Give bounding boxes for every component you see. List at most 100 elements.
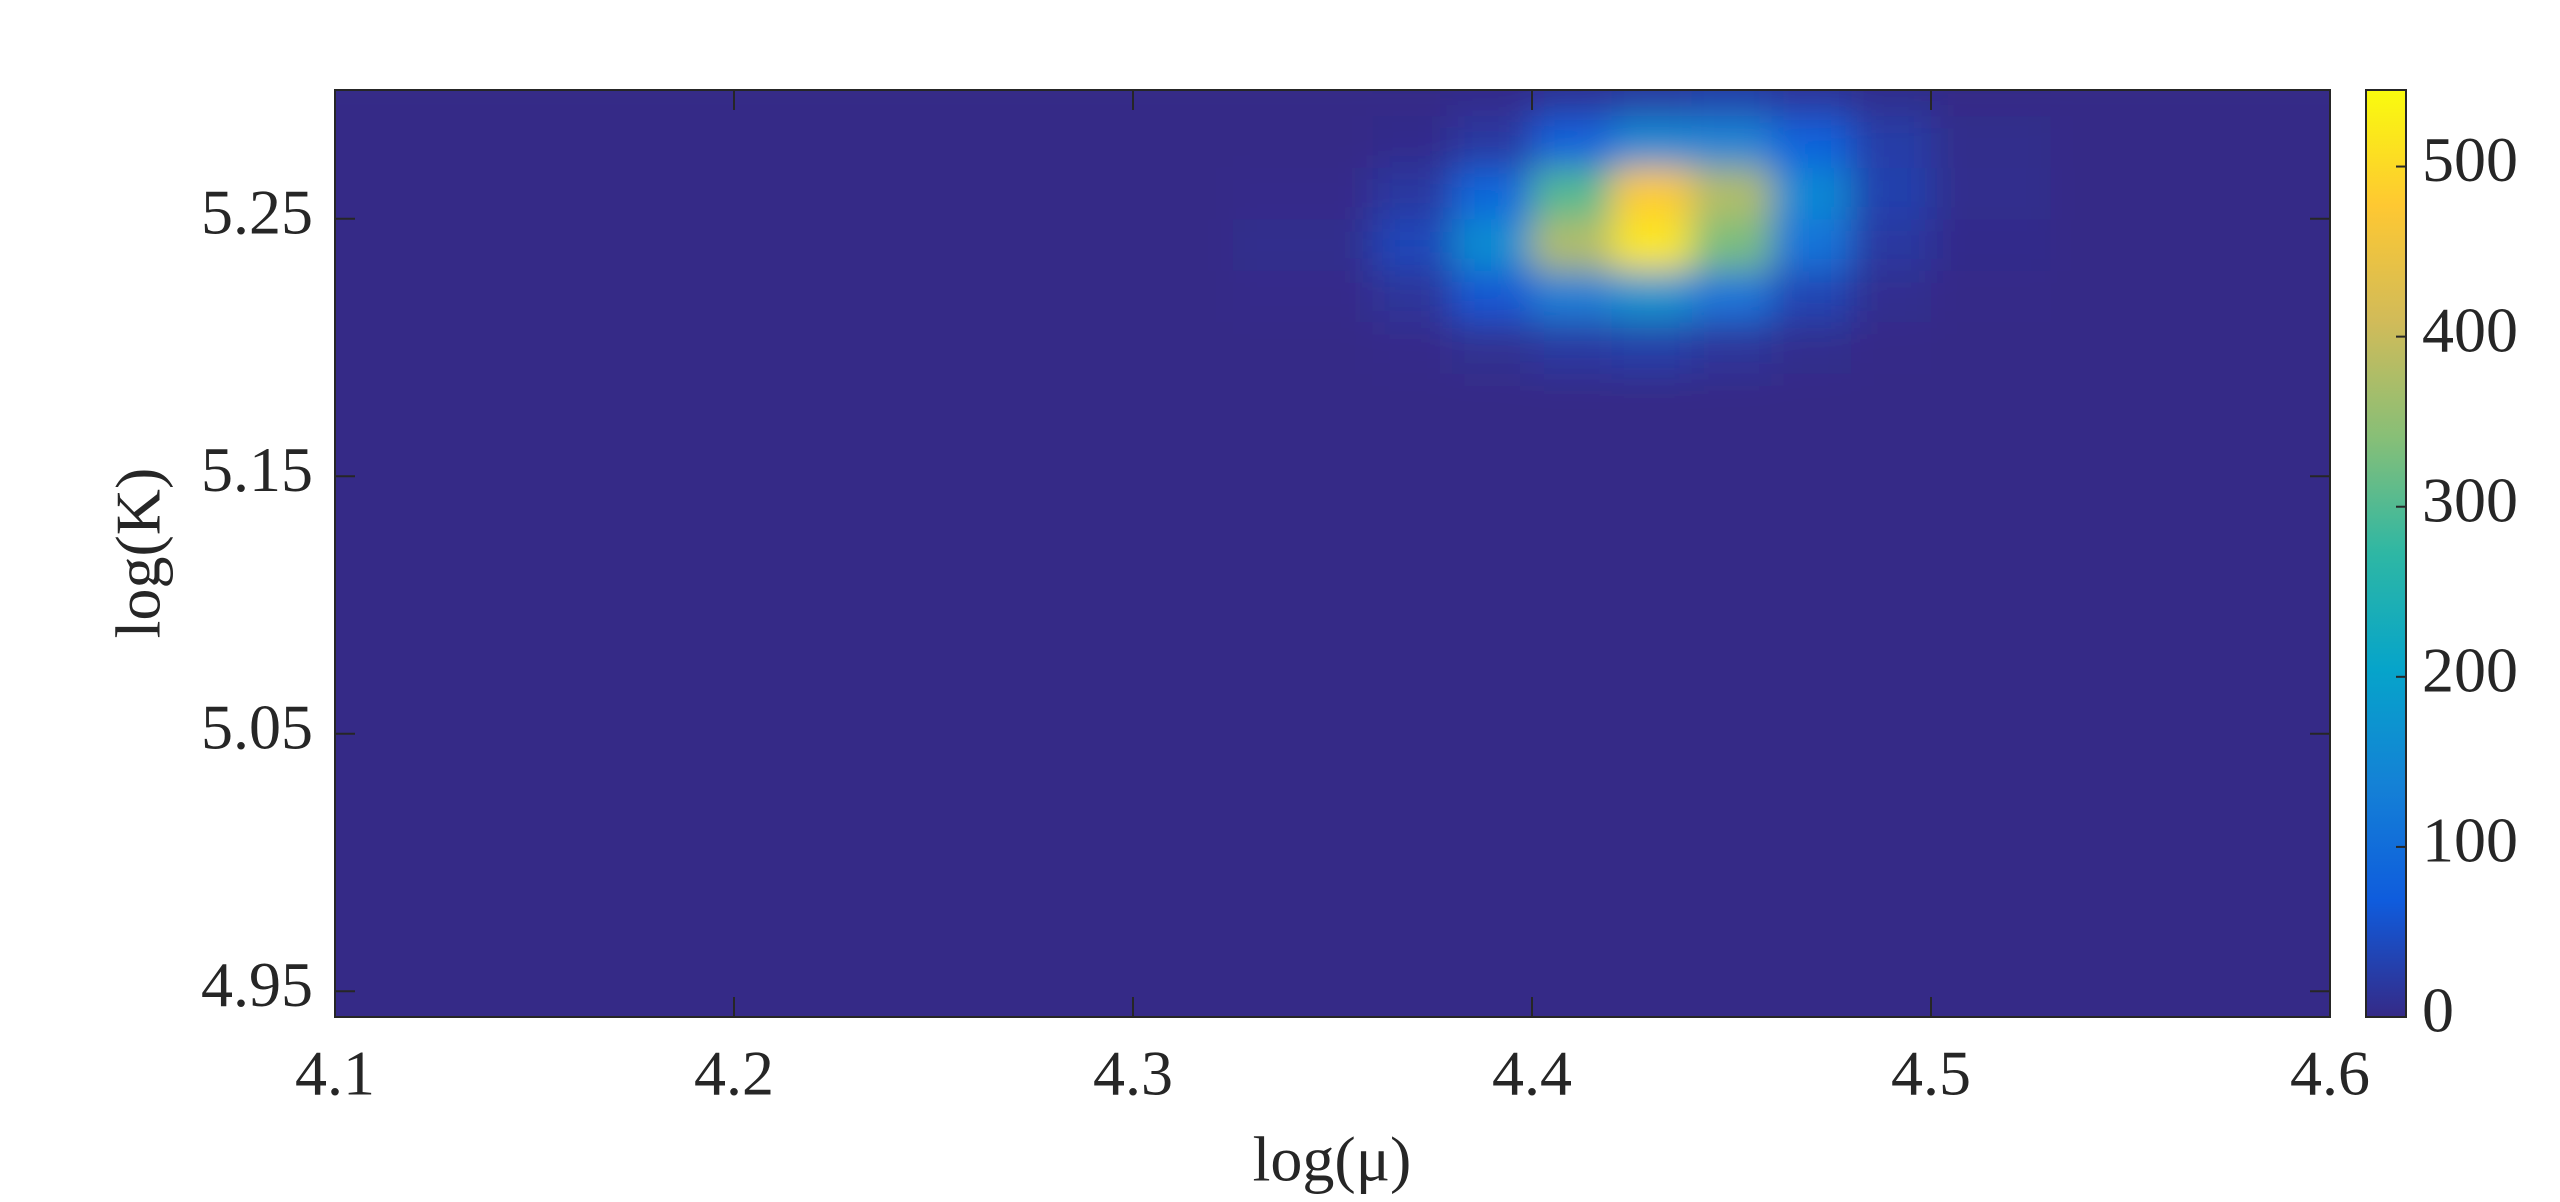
density-cell	[1691, 811, 1772, 1017]
colorbar-tick-label: 300	[2422, 464, 2518, 535]
density-cell	[1232, 502, 1373, 812]
density-cell	[1771, 321, 1852, 374]
density-cell	[1691, 167, 1772, 220]
density-cell	[1851, 167, 1932, 220]
density-cell	[1931, 811, 2052, 1017]
x-tick-label: 4.1	[295, 1038, 375, 1109]
density-cell	[1452, 502, 1533, 812]
density-cell	[1452, 115, 1533, 168]
density-cell	[1771, 90, 1852, 117]
density-cell	[1452, 90, 1533, 117]
axes-box	[334, 89, 2331, 1018]
density-cell	[734, 270, 1234, 323]
density-cell	[1232, 90, 1373, 117]
density-cell	[1771, 167, 1852, 220]
density-cell	[1532, 502, 1613, 812]
density-cell	[1851, 811, 1932, 1017]
density-cell	[335, 115, 735, 168]
density-cell	[1372, 115, 1453, 168]
density-cell	[1931, 321, 2052, 374]
x-tick-label: 4.3	[1093, 1038, 1173, 1109]
density-cell	[335, 373, 735, 503]
density-cell	[1691, 90, 1772, 117]
density-cell	[734, 167, 1234, 220]
density-cell	[1452, 270, 1533, 323]
density-cell	[2050, 811, 2231, 1017]
density-cell	[1931, 218, 2052, 271]
density-cell	[335, 811, 735, 1017]
density-cell	[1611, 115, 1693, 168]
density-cell	[2230, 502, 2330, 812]
density-cell	[1452, 373, 1533, 503]
density-cell	[1931, 90, 2052, 117]
density-cell	[1851, 115, 1932, 168]
density-cell	[734, 115, 1234, 168]
x-tick-label: 4.5	[1891, 1038, 1971, 1109]
density-cell	[2230, 218, 2330, 271]
density-cell	[1851, 218, 1932, 271]
density-cell	[1851, 270, 1932, 323]
density-cell	[1452, 218, 1533, 271]
x-axis-label: log(μ)	[1253, 1124, 1412, 1195]
density-cell	[1771, 811, 1852, 1017]
density-cell	[1232, 321, 1373, 374]
density-cell	[1232, 373, 1373, 503]
density-cell	[1611, 167, 1693, 220]
density-cell	[2230, 90, 2330, 117]
density-cell	[1452, 167, 1533, 220]
density-cell	[1232, 115, 1373, 168]
density	[335, 90, 2330, 1017]
density-cell	[2050, 115, 2231, 168]
density-cell	[1691, 218, 1772, 271]
colorbar-tick-label: 0	[2422, 975, 2454, 1046]
colorbar-tick-label: 400	[2422, 294, 2518, 365]
density-cell	[2230, 373, 2330, 503]
colorbar-tick-label: 200	[2422, 635, 2518, 706]
density-cell	[2230, 167, 2330, 220]
density-cell	[1691, 502, 1772, 812]
density-cell	[1691, 373, 1772, 503]
y-tick-label: 5.05	[201, 691, 313, 762]
density-cell	[1931, 167, 2052, 220]
density-cell	[734, 218, 1234, 271]
density-cell	[1372, 218, 1453, 271]
density-cell	[1851, 373, 1932, 503]
colorbar	[2365, 89, 2407, 1018]
density-cell	[734, 502, 1234, 812]
density-cell	[335, 502, 735, 812]
density-cell	[1372, 270, 1453, 323]
x-tick-label: 4.4	[1492, 1038, 1572, 1109]
density-cell	[1771, 218, 1852, 271]
density-cell	[335, 321, 735, 374]
density-cell	[1372, 502, 1453, 812]
density-cell	[1232, 270, 1373, 323]
density-cell	[1232, 167, 1373, 220]
density-cell	[1931, 373, 2052, 503]
density-cell	[335, 167, 735, 220]
density-cell	[1771, 115, 1852, 168]
density-cell	[1691, 270, 1772, 323]
density-cell	[1611, 218, 1693, 271]
density-cell	[1532, 270, 1613, 323]
density-cell	[1372, 167, 1453, 220]
y-tick-label: 4.95	[201, 949, 313, 1020]
y-tick-label: 5.15	[201, 434, 313, 505]
density-cell	[1532, 115, 1613, 168]
density-cell	[1611, 811, 1693, 1017]
density-cell	[2050, 321, 2231, 374]
y-tick-label: 5.25	[201, 176, 313, 247]
density-cell	[1532, 167, 1613, 220]
x-tick-label: 4.2	[694, 1038, 774, 1109]
density-cell	[2050, 218, 2231, 271]
density-cell	[2050, 270, 2231, 323]
density-cell	[1851, 502, 1932, 812]
density-cell	[1232, 218, 1373, 271]
density-cell	[1611, 373, 1693, 503]
density-cell	[1452, 811, 1533, 1017]
density-cell	[2230, 811, 2330, 1017]
density-cell	[1771, 373, 1852, 503]
density-cell	[1851, 90, 1932, 117]
density-cell	[2050, 90, 2231, 117]
density-cell	[1771, 270, 1852, 323]
